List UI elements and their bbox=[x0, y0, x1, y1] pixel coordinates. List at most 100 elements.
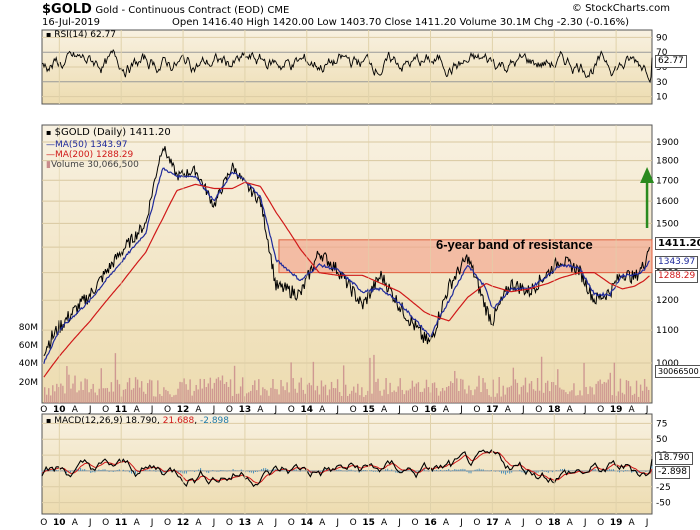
volume-bar bbox=[647, 389, 650, 403]
volume-bar bbox=[488, 395, 490, 403]
volume-bar bbox=[173, 395, 175, 403]
volume-bar bbox=[607, 379, 609, 403]
volume-bar bbox=[157, 380, 159, 403]
x-tick-label: J bbox=[335, 518, 339, 528]
exchange: CME bbox=[267, 5, 290, 16]
volume-bar bbox=[66, 366, 68, 403]
volume-bar bbox=[201, 388, 203, 403]
volume-bar bbox=[421, 391, 424, 403]
volume-bar bbox=[347, 395, 349, 403]
volume-bar bbox=[452, 382, 454, 403]
volume-bar bbox=[476, 386, 478, 403]
volume-bar bbox=[332, 388, 335, 403]
volume-bar bbox=[342, 365, 345, 403]
volume-legend-text: Volume 30,066,500 bbox=[50, 160, 139, 170]
volume-bar bbox=[549, 391, 551, 403]
volume-bar bbox=[300, 377, 302, 403]
x-tick-label: O bbox=[164, 405, 171, 415]
volume-bar bbox=[235, 393, 238, 403]
volume-bar bbox=[213, 382, 216, 403]
volume-bar bbox=[64, 393, 66, 403]
volume-bar bbox=[393, 390, 395, 403]
volume-bar bbox=[641, 390, 644, 403]
x-tick-label: O bbox=[412, 518, 419, 528]
volume-bar bbox=[623, 394, 626, 403]
volume-bar bbox=[629, 386, 632, 403]
volume-bar bbox=[197, 389, 199, 403]
stats-line: Open 1416.40 High 1420.00 Low 1403.70 Cl… bbox=[172, 17, 629, 28]
volume-bar bbox=[458, 390, 460, 403]
volume-bar bbox=[112, 391, 115, 403]
x-tick-label: A bbox=[628, 518, 635, 528]
volume-bar bbox=[46, 394, 48, 403]
volume-bar bbox=[254, 380, 256, 403]
volume-bar bbox=[167, 391, 169, 403]
macd-legend-prefix: MACD(12,26,9) bbox=[54, 416, 123, 426]
volume-bar bbox=[544, 382, 547, 403]
x-tick-label: 11 bbox=[115, 405, 128, 415]
x-tick-label: J bbox=[459, 518, 463, 528]
x-tick-label: 12 bbox=[177, 405, 190, 415]
volume-bar bbox=[534, 390, 537, 403]
volume-bar bbox=[506, 387, 508, 403]
volume-bar bbox=[349, 393, 351, 403]
volume-bar bbox=[48, 388, 50, 403]
volume-bar bbox=[439, 391, 442, 403]
volume-bar bbox=[567, 394, 569, 403]
volume-bar bbox=[633, 393, 636, 403]
volume-bar bbox=[401, 389, 403, 403]
volume-bar bbox=[78, 390, 80, 403]
rsi-current-label: 62.77 bbox=[655, 55, 687, 68]
volume-bar bbox=[237, 393, 240, 403]
volume-bar bbox=[625, 380, 628, 403]
volume-bar bbox=[611, 395, 614, 403]
volume-bar bbox=[278, 394, 280, 403]
volume-bar bbox=[405, 390, 407, 403]
volume-bar bbox=[559, 387, 561, 403]
volume-tick-label: 40M bbox=[19, 359, 38, 369]
volume-bar bbox=[262, 387, 264, 403]
volume-bar bbox=[542, 392, 545, 403]
price-tick-label: 1500 bbox=[656, 219, 679, 229]
volume-bar bbox=[246, 393, 248, 403]
volume-bar bbox=[260, 395, 262, 403]
volume-bar bbox=[377, 378, 379, 403]
x-tick-label: J bbox=[397, 405, 401, 415]
x-tick-label: J bbox=[583, 518, 587, 528]
volume-bar bbox=[147, 383, 149, 403]
volume-bar bbox=[526, 392, 529, 403]
volume-bar bbox=[211, 388, 214, 403]
volume-bar bbox=[573, 383, 575, 403]
x-tick-label: 13 bbox=[239, 518, 252, 528]
volume-bar bbox=[161, 395, 163, 403]
volume-bar bbox=[326, 395, 329, 403]
volume-bar bbox=[617, 391, 620, 403]
volume-bar bbox=[621, 392, 624, 403]
volume-bar bbox=[181, 382, 183, 403]
volume-bar bbox=[357, 383, 359, 403]
volume-tick-label: 80M bbox=[19, 323, 38, 333]
volume-bar bbox=[80, 381, 82, 403]
volume-bar bbox=[74, 375, 76, 403]
ma200-legend: —MA(200) 1288.29 bbox=[46, 150, 134, 160]
volume-bar bbox=[365, 395, 367, 403]
x-tick-label: 15 bbox=[362, 518, 375, 528]
volume-bar bbox=[308, 382, 311, 403]
date-label: 16-Jul-2019 bbox=[42, 17, 101, 28]
volume-bar bbox=[159, 394, 161, 403]
macd-tick-label: -50 bbox=[656, 499, 671, 509]
volume-bar bbox=[587, 394, 589, 403]
x-tick-label: J bbox=[274, 518, 278, 528]
volume-bar bbox=[110, 382, 113, 403]
volume-bar bbox=[385, 378, 387, 403]
volume-bar bbox=[528, 383, 531, 403]
volume-bar bbox=[413, 386, 416, 403]
volume-bar bbox=[579, 390, 581, 403]
volume-bar bbox=[231, 395, 234, 403]
volume-bar bbox=[294, 388, 296, 403]
volume-bar bbox=[165, 389, 167, 403]
volume-bar bbox=[124, 389, 127, 403]
volume-bar bbox=[407, 390, 409, 403]
volume-bar bbox=[217, 377, 220, 403]
header-title: $GOLD Gold - Continuous Contract (EOD) C… bbox=[42, 2, 289, 17]
